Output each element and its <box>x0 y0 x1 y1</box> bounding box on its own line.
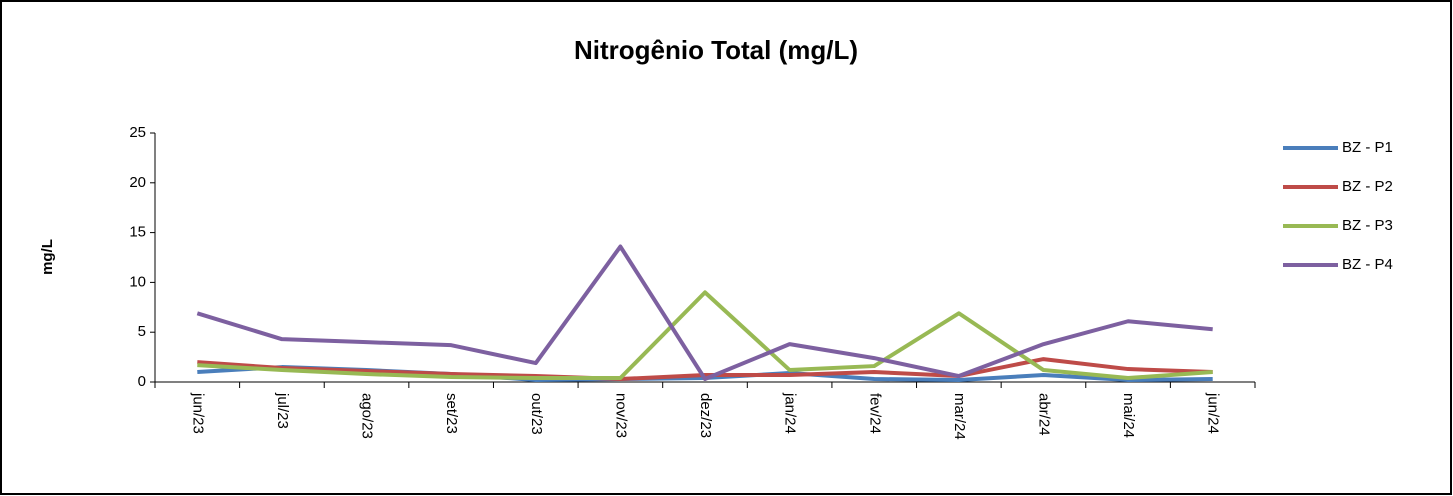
series-line <box>197 357 1213 382</box>
x-tick-label: mai/24 <box>1120 393 1137 438</box>
legend-label: BZ - P2 <box>1342 178 1393 195</box>
x-tick-label: fev/24 <box>866 393 883 434</box>
y-tick-label: 25 <box>129 124 146 141</box>
legend-label: BZ - P3 <box>1342 217 1393 234</box>
y-axis-label: mg/L <box>39 239 56 275</box>
x-tick-label: mar/24 <box>951 393 968 440</box>
x-tick-label: ago/23 <box>359 393 376 439</box>
x-tick-label: jan/24 <box>782 392 799 434</box>
x-tick-label: dez/23 <box>697 393 714 438</box>
y-tick-label: 15 <box>129 224 146 241</box>
legend-label: BZ - P4 <box>1342 256 1393 273</box>
legend-label: BZ - P1 <box>1342 139 1393 156</box>
x-tick-label: set/23 <box>443 393 460 434</box>
y-tick-label: 10 <box>129 273 146 290</box>
chart-title: Nitrogênio Total (mg/L) <box>574 35 858 65</box>
series-line <box>197 290 1213 381</box>
y-tick-label: 20 <box>129 174 146 191</box>
x-tick-label: abr/24 <box>1035 393 1052 436</box>
x-tick-label: jun/24 <box>1205 392 1222 434</box>
x-tick-label: nov/23 <box>612 393 629 438</box>
series-line <box>196 244 1213 382</box>
x-tick-label: jun/23 <box>189 392 206 434</box>
y-tick-label: 5 <box>138 323 146 340</box>
x-tick-label: jul/23 <box>274 392 291 429</box>
x-tick-label: out/23 <box>528 393 545 435</box>
y-tick-label: 0 <box>138 373 146 390</box>
